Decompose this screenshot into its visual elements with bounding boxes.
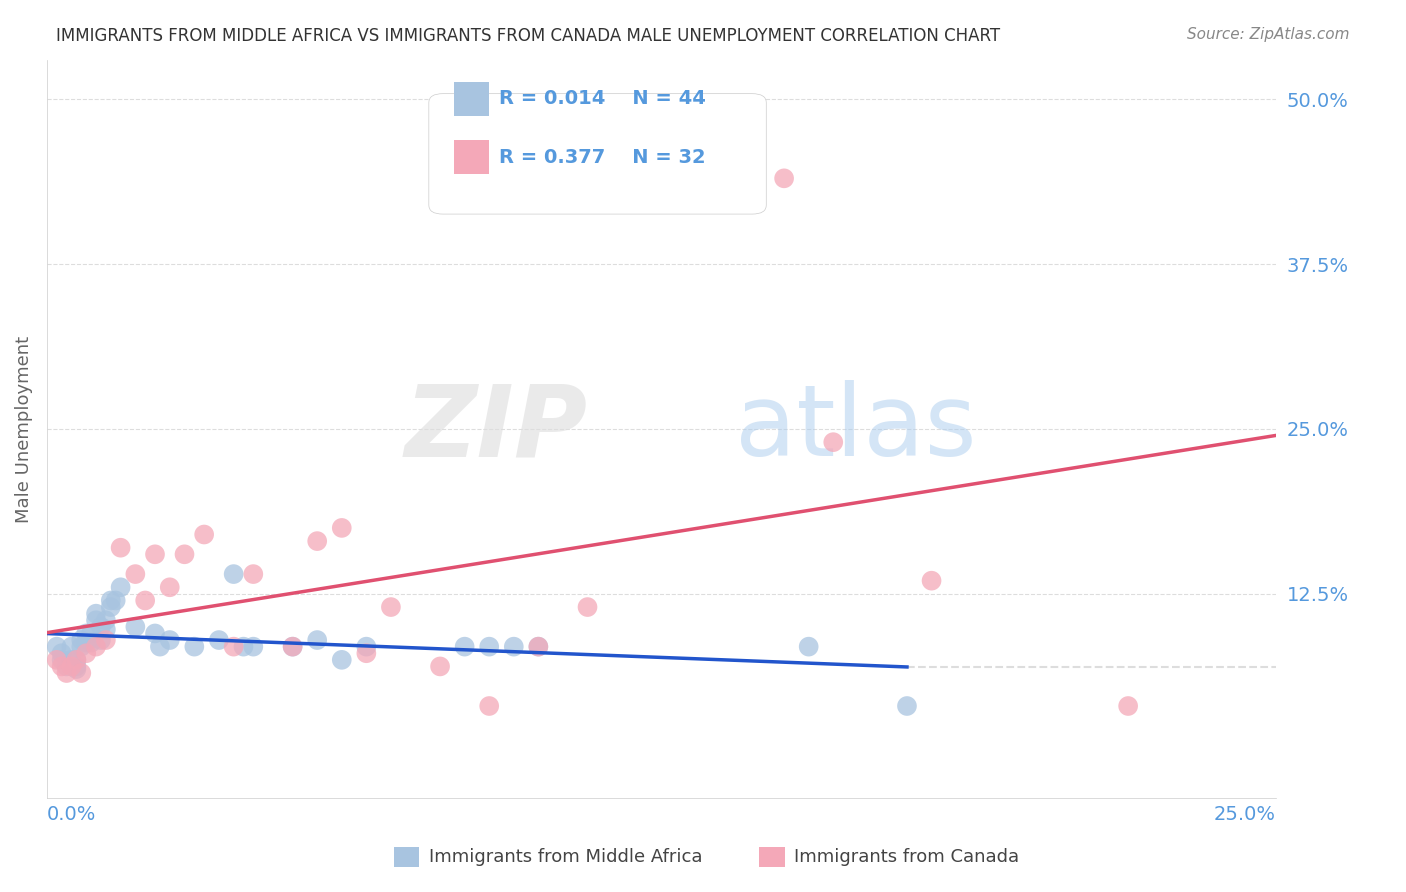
Point (527, 640, 550, 654)
Point (94, 613, 117, 627)
Point (527, 640, 550, 654)
Point (104, 593, 127, 607)
Text: 0.0%: 0.0% (46, 805, 96, 824)
Point (65, 653, 87, 667)
Point (75, 635, 97, 649)
Point (143, 626, 166, 640)
Text: Source: ZipAtlas.com: Source: ZipAtlas.com (1187, 27, 1350, 42)
Point (675, 185, 697, 199)
Point (51, 646, 73, 660)
Point (797, 640, 820, 654)
Point (84, 613, 107, 627)
Point (65, 659, 87, 673)
Point (51, 659, 73, 673)
Text: atlas: atlas (735, 381, 977, 477)
Point (80, 626, 103, 640)
Point (773, 171, 796, 186)
Point (100, 593, 122, 607)
Point (232, 640, 254, 654)
Point (380, 600, 402, 615)
Point (242, 567, 264, 582)
Point (896, 698, 918, 713)
Point (45, 653, 67, 667)
Point (124, 620, 146, 634)
Point (222, 640, 245, 654)
Point (70, 633, 93, 648)
Point (222, 567, 245, 582)
Point (159, 580, 181, 594)
Point (110, 580, 132, 594)
Text: IMMIGRANTS FROM MIDDLE AFRICA VS IMMIGRANTS FROM CANADA MALE UNEMPLOYMENT CORREL: IMMIGRANTS FROM MIDDLE AFRICA VS IMMIGRA… (56, 27, 1000, 45)
Text: ZIP: ZIP (405, 381, 588, 477)
Point (65, 662, 87, 676)
Point (70, 666, 93, 681)
Point (307, 633, 329, 648)
Text: Immigrants from Middle Africa: Immigrants from Middle Africa (429, 848, 703, 866)
Point (134, 593, 156, 607)
Text: Immigrants from Canada: Immigrants from Canada (794, 848, 1019, 866)
Point (453, 640, 475, 654)
Point (84, 607, 107, 621)
Point (242, 640, 264, 654)
Point (429, 659, 451, 673)
Text: R = 0.014    N = 44: R = 0.014 N = 44 (499, 88, 706, 108)
Point (75, 626, 97, 640)
Point (45, 640, 67, 654)
Point (159, 633, 181, 648)
Point (51, 653, 73, 667)
Point (84, 640, 107, 654)
Point (143, 547, 166, 561)
Point (478, 698, 501, 713)
Point (75, 646, 97, 660)
Point (80, 635, 103, 649)
Point (921, 574, 943, 588)
Point (60, 640, 83, 654)
Point (576, 600, 599, 615)
Point (60, 653, 83, 667)
Point (110, 541, 132, 555)
Point (183, 640, 205, 654)
Point (70, 640, 93, 654)
Point (193, 527, 215, 541)
Point (94, 623, 117, 637)
Text: 25.0%: 25.0% (1213, 805, 1275, 824)
Point (356, 640, 378, 654)
Point (55, 666, 77, 681)
Point (94, 633, 117, 648)
Point (307, 534, 329, 549)
Text: R = 0.377    N = 32: R = 0.377 N = 32 (499, 148, 706, 168)
Y-axis label: Male Unemployment: Male Unemployment (15, 335, 32, 523)
Point (1116, 698, 1139, 713)
Point (90, 620, 112, 634)
Point (60, 659, 83, 673)
Point (281, 640, 304, 654)
Point (55, 659, 77, 673)
Point (208, 633, 231, 648)
Point (478, 640, 501, 654)
Point (330, 653, 353, 667)
Point (149, 640, 172, 654)
Point (502, 640, 524, 654)
Point (823, 435, 845, 450)
Point (330, 521, 353, 535)
Point (90, 633, 112, 648)
Point (173, 547, 195, 561)
Point (281, 640, 304, 654)
Point (356, 646, 378, 660)
Point (100, 600, 122, 615)
Point (124, 567, 146, 582)
Point (65, 653, 87, 667)
